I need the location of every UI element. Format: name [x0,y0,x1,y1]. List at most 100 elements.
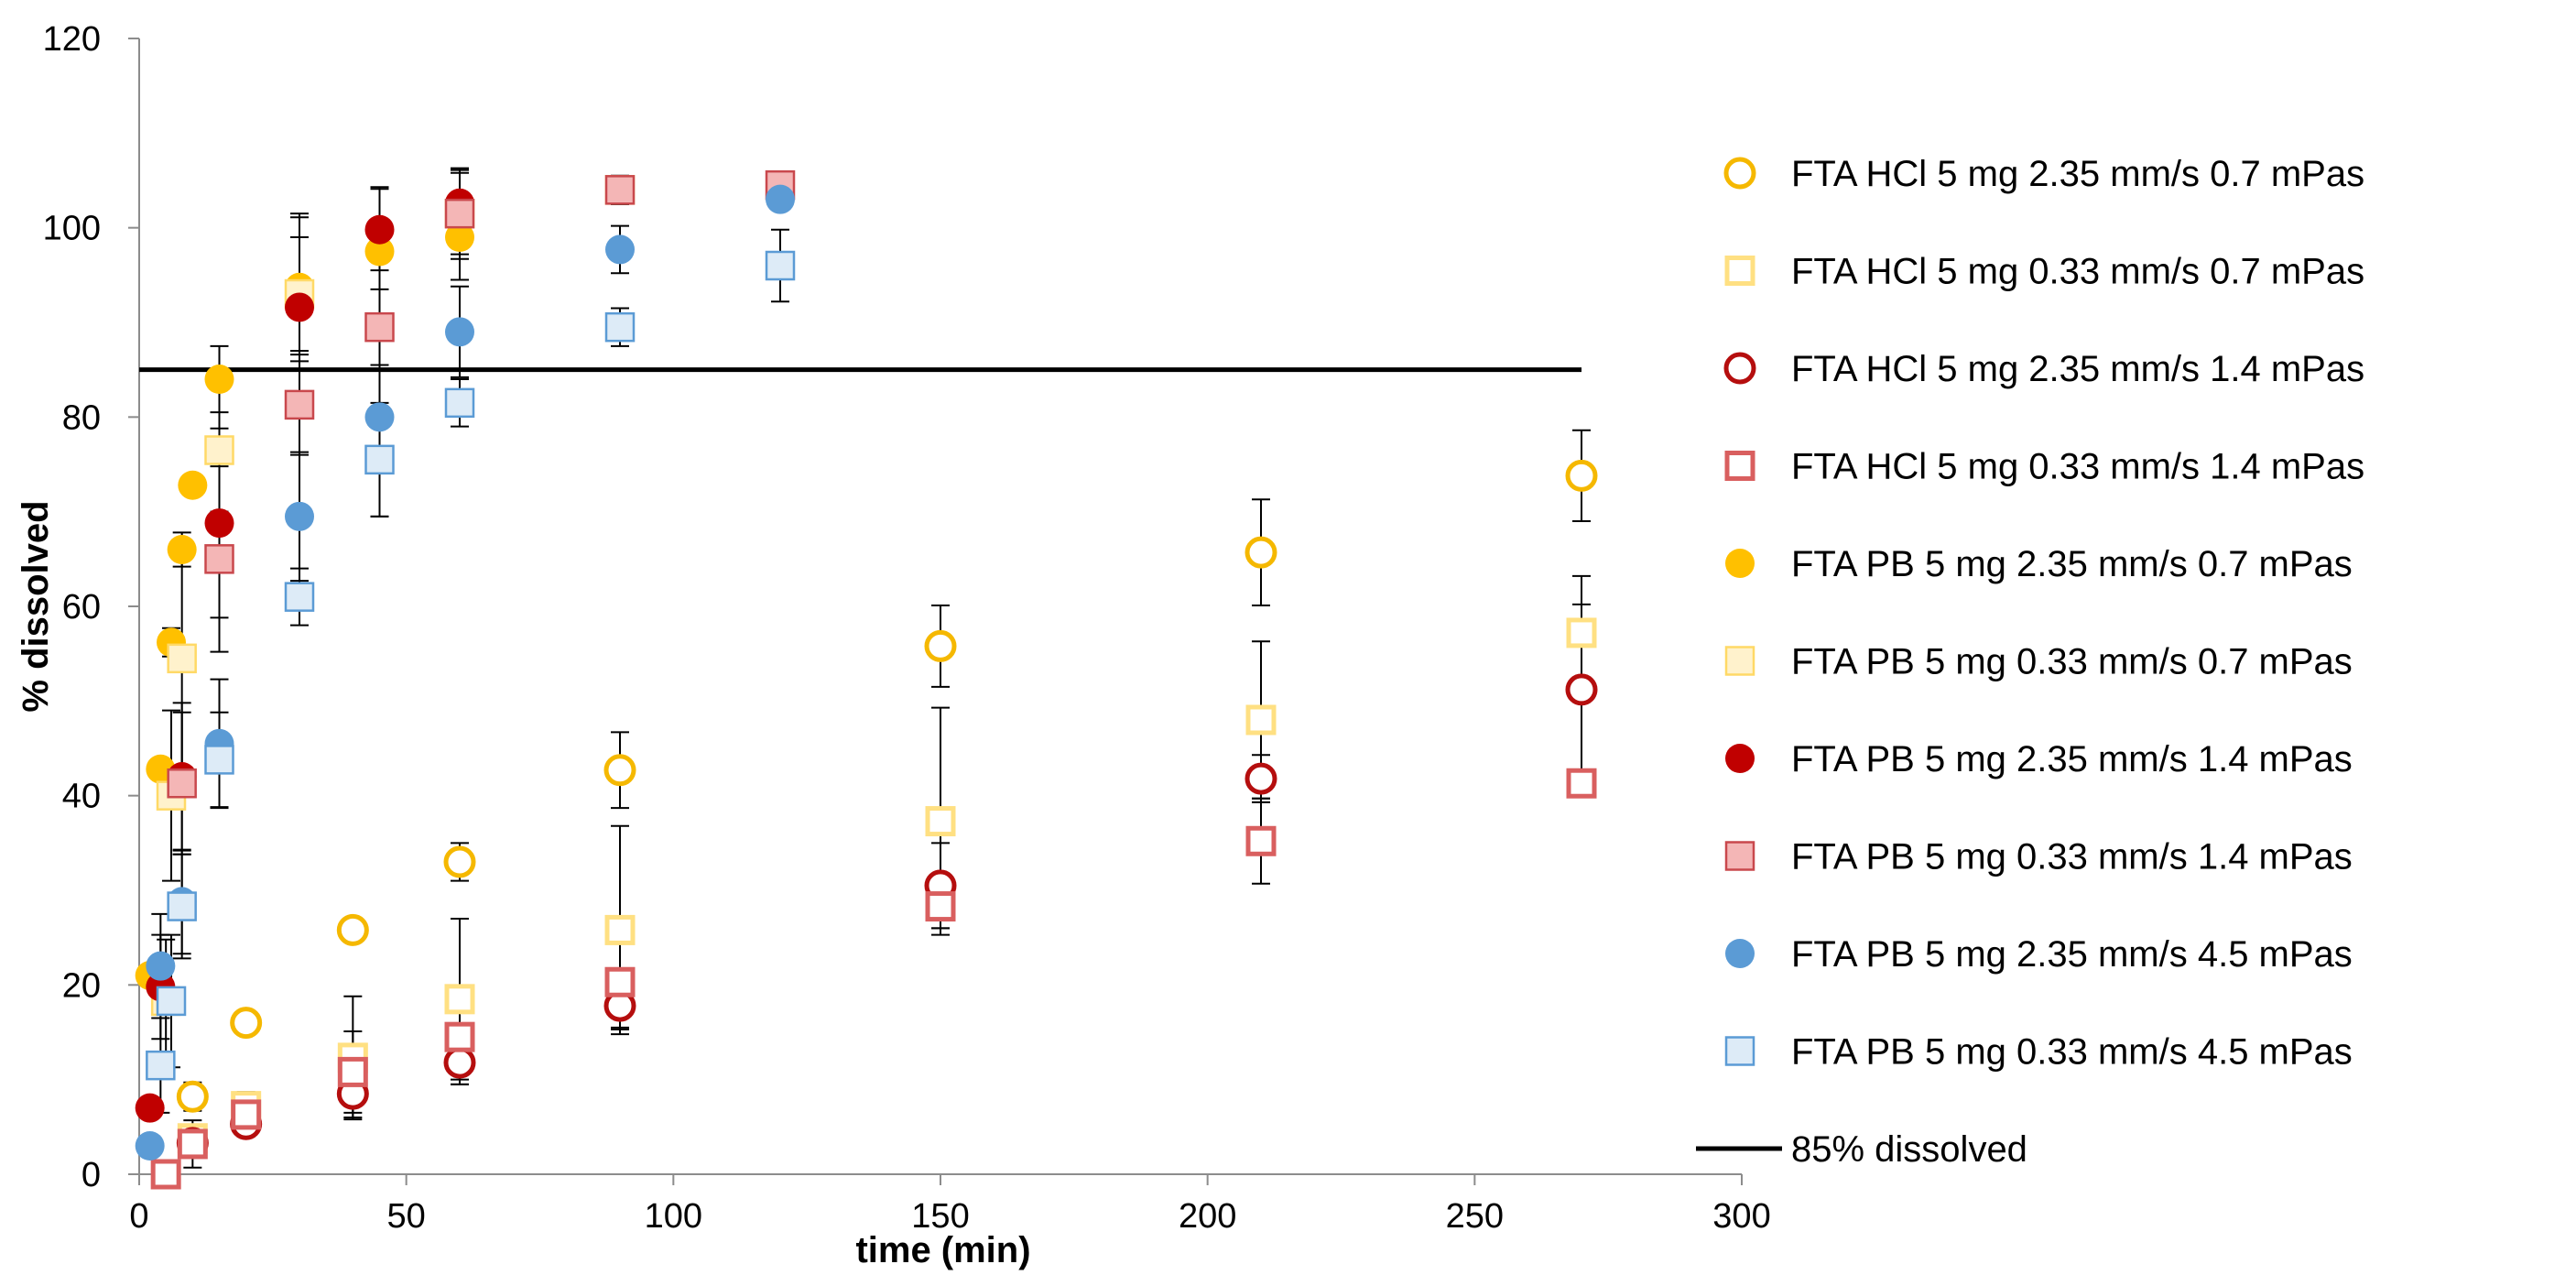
x-tick-label: 200 [1179,1197,1236,1236]
data-point [337,1056,368,1087]
data-point [1245,704,1277,736]
legend-label: 85% dissolved [1791,1129,2027,1170]
y-tick-label: 0 [82,1156,101,1194]
data-point [167,891,197,921]
data-point [284,582,315,612]
data-point [364,311,395,343]
x-tick-label: 100 [645,1197,702,1236]
legend-marker [1724,1036,1755,1066]
legend-label: FTA PB 5 mg 0.33 mm/s 4.5 mPas [1791,1032,2353,1073]
y-tick-label: 60 [62,588,101,627]
data-point [1245,825,1277,856]
legend-label: FTA HCl 5 mg 2.35 mm/s 0.7 mPas [1791,154,2364,194]
legend-label: FTA PB 5 mg 2.35 mm/s 4.5 mPas [1791,934,2353,975]
data-point [1566,617,1597,648]
data-point [444,984,475,1015]
data-point [443,1046,476,1079]
legend-marker [1724,256,1755,286]
data-point [204,544,234,574]
y-tick-label: 120 [43,20,101,59]
data-point [604,311,636,343]
data-point [364,214,395,245]
legend-label: FTA HCl 5 mg 0.33 mm/s 0.7 mPas [1791,252,2364,292]
y-tick-label: 20 [62,966,101,1005]
legend: FTA HCl 5 mg 2.35 mm/s 0.7 mPas FTA HCl 5… [1696,154,2364,1170]
legend-label: FTA HCl 5 mg 0.33 mm/s 1.4 mPas [1791,447,2364,487]
legend-marker [1725,744,1755,773]
axes: 0 50 100 150 200 250 300 0 20 40 60 80 100 120 [43,20,1771,1236]
data-point [178,470,208,500]
data-point [150,1159,181,1190]
data-point [230,1007,263,1040]
data-point [146,1050,176,1081]
y-tick-label: 40 [62,778,101,816]
data-point [443,845,476,878]
data-point [1565,459,1598,492]
x-ticks: 0 50 100 150 200 250 300 [129,1174,1771,1236]
data-point [336,913,369,946]
data-point [364,444,395,475]
data-point [1245,536,1277,569]
data-point [156,986,187,1017]
y-tick-label: 80 [62,398,101,437]
legend-label: FTA PB 5 mg 2.35 mm/s 1.4 mPas [1791,739,2353,779]
data-point [444,1021,475,1052]
data-point [204,745,234,775]
legend-label: FTA PB 5 mg 0.33 mm/s 1.4 mPas [1791,837,2353,877]
x-tick-label: 250 [1446,1197,1504,1236]
data-point [135,1093,165,1123]
data-point [364,402,395,432]
data-point [605,234,635,265]
data-point [167,535,197,564]
data-point [604,914,636,945]
legend-marker [1725,939,1755,968]
data-point [231,1099,262,1130]
legend-marker [1724,646,1755,676]
y-tick-label: 100 [43,210,101,248]
data-point [444,198,475,229]
legend-marker [1724,451,1755,481]
x-tick-label: 50 [387,1197,426,1236]
data-point [204,508,234,539]
markers [135,169,1598,1190]
data-point [765,250,796,281]
legend-label: FTA HCl 5 mg 2.35 mm/s 1.4 mPas [1791,349,2364,389]
data-point [146,951,176,981]
data-point [177,1128,208,1160]
data-point [1245,762,1277,795]
data-point [284,389,315,420]
data-point [167,643,197,674]
y-axis-title: % dissolved [16,500,56,712]
data-point [445,317,474,347]
data-point [925,806,956,837]
data-point [444,387,475,419]
data-point [285,292,314,322]
legend-label: FTA PB 5 mg 2.35 mm/s 0.7 mPas [1791,544,2353,584]
data-point [604,175,636,205]
x-tick-label: 0 [129,1197,148,1236]
data-point [925,891,956,922]
data-point [603,754,636,787]
x-axis-title: time (min) [855,1230,1030,1270]
legend-label: FTA PB 5 mg 0.33 mm/s 0.7 mPas [1791,642,2353,682]
data-point [1566,768,1597,799]
data-point [167,768,197,799]
data-point [204,435,234,465]
data-point [364,236,395,267]
data-point [604,966,636,997]
data-point [445,223,474,252]
data-point [924,629,957,662]
data-point [176,1080,209,1113]
y-ticks: 0 20 40 60 80 100 120 [43,20,139,1194]
legend-marker [1723,352,1756,385]
data-point [285,501,314,531]
data-point [1565,673,1598,706]
data-point [135,1131,165,1161]
data-point [204,365,234,394]
x-tick-label: 150 [911,1197,969,1236]
x-tick-label: 300 [1712,1197,1770,1236]
legend-marker [1723,157,1756,190]
data-point [766,184,795,214]
legend-marker [1724,841,1755,871]
